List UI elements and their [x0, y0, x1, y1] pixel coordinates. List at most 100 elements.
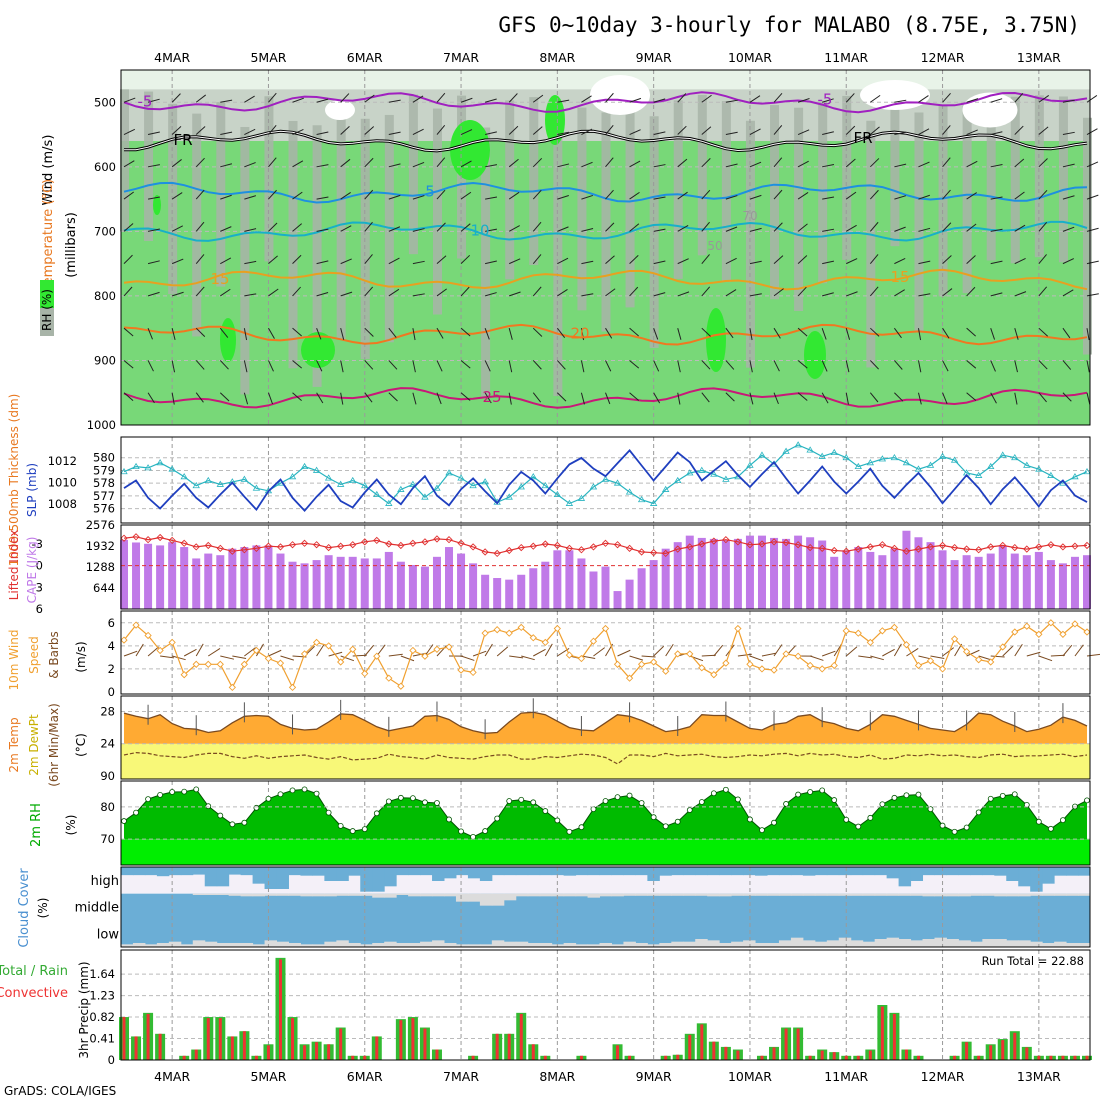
- cloud-low-bar: [216, 943, 230, 947]
- surface-wind-barb: [268, 649, 282, 657]
- wind-barb: [485, 260, 497, 265]
- cloud-high-bar: [970, 867, 983, 876]
- cloud-mid-bar: [503, 893, 517, 901]
- cloud-low-bar: [826, 940, 840, 947]
- cloud-mid-bar: [384, 893, 397, 898]
- cloud-low-bar: [1018, 940, 1031, 947]
- precip-convective-bar: [218, 1018, 222, 1060]
- cloud-high-bar: [216, 867, 230, 887]
- pressure-tick: 600: [94, 160, 116, 174]
- thickness-marker: [553, 490, 562, 498]
- wind-barb: [894, 195, 907, 200]
- thickness-marker: [529, 473, 537, 480]
- cape-bar: [360, 558, 369, 609]
- wind-barb: [485, 228, 498, 232]
- wind-speed-marker: [674, 650, 682, 658]
- cloud-high-bar: [144, 867, 158, 876]
- thickness-marker: [698, 466, 706, 473]
- cloud-high-bar: [611, 867, 624, 876]
- wind-speed-marker: [890, 623, 899, 632]
- thickness-marker: [1083, 467, 1091, 475]
- wind-tick: 0: [108, 685, 115, 699]
- surface-wind-barb: [207, 648, 221, 657]
- upper-grid: [121, 70, 1090, 425]
- wind-barb: [845, 158, 856, 168]
- wind-barb: [653, 360, 660, 372]
- pressure-tick: 900: [94, 353, 116, 367]
- cape-bar: [252, 545, 261, 609]
- cloud-low-bar: [886, 937, 900, 947]
- wind-barb: [316, 98, 329, 103]
- slp-tick: 1012: [48, 454, 77, 468]
- wind-speed-marker: [1023, 622, 1031, 630]
- wind-barb: [1038, 392, 1047, 403]
- rh2m-marker: [542, 808, 549, 814]
- wind-barb: [725, 99, 738, 103]
- lifted-index-marker: [698, 540, 706, 548]
- precip-convective-bar: [1037, 1055, 1041, 1060]
- wind-barb: [292, 223, 302, 232]
- cloud-high-bar: [503, 867, 517, 876]
- cape-bar: [733, 538, 742, 609]
- wind-barb: [677, 125, 687, 135]
- cape-bar: [1070, 556, 1079, 609]
- wind-barb: [990, 360, 996, 372]
- thickness-marker: [999, 451, 1007, 458]
- precip-convective-bar: [736, 1050, 740, 1060]
- wind-barb: [966, 98, 979, 103]
- cloud-low-bar: [276, 941, 289, 947]
- lifted-index-marker: [914, 545, 923, 553]
- cloud-mid-bar: [1054, 893, 1067, 896]
- wind-barb: [244, 228, 257, 232]
- rh-grey-column: [240, 126, 250, 395]
- lifted-index-marker: [878, 541, 886, 549]
- wind-barb: [942, 255, 952, 265]
- cloud-mid-bar: [408, 893, 421, 897]
- rh2m-marker: [145, 796, 151, 802]
- precip-convective-bar: [507, 1033, 511, 1060]
- rh2m-marker: [626, 792, 633, 799]
- wind-axis-unit: (m/s): [74, 641, 88, 672]
- wind-barb: [725, 131, 738, 136]
- wind-barb: [821, 392, 829, 404]
- wind-barb: [773, 288, 784, 297]
- wind-barb: [123, 223, 134, 232]
- wind-barb: [725, 226, 738, 232]
- precip-tick: 0.82: [89, 1010, 115, 1024]
- wind-speed-marker: [1071, 620, 1079, 628]
- precip-convective-bar: [351, 1055, 355, 1060]
- wind-speed-marker: [228, 683, 236, 692]
- cloud-low-bar: [910, 940, 924, 947]
- temperature-contour: [123, 268, 1088, 291]
- precip-convective-bar: [206, 1018, 210, 1060]
- wind-barb: [1038, 95, 1050, 103]
- wind-barb: [388, 257, 400, 265]
- wind-speed-marker: [637, 660, 646, 668]
- cloud-low-bar: [444, 943, 457, 947]
- date-label-top: 10MAR: [728, 50, 772, 65]
- wind-barb: [701, 126, 712, 135]
- rh-dry-pocket: [590, 75, 650, 115]
- wind-barb: [605, 288, 616, 297]
- lifted-index-marker: [192, 543, 200, 551]
- rh-dry-pocket: [860, 80, 930, 110]
- cape-bar: [264, 545, 273, 609]
- rh-grey-column: [481, 127, 491, 397]
- cape-bar: [228, 548, 237, 609]
- precip-tick: 0: [108, 1053, 115, 1067]
- surface-wind-barb: [713, 644, 724, 657]
- cape-bar: [469, 563, 478, 609]
- wind-barb: [749, 328, 753, 341]
- precip-convective-bar: [616, 1045, 620, 1060]
- cloud-high-bar: [659, 867, 672, 876]
- surface-wind-barb: [906, 648, 919, 657]
- lifted-index-marker: [144, 536, 152, 544]
- wind-barb: [412, 293, 425, 297]
- surface-wind-barb: [1002, 645, 1014, 657]
- thickness-marker: [288, 473, 297, 480]
- cape-bar: [408, 564, 417, 609]
- wind-barb: [629, 191, 640, 200]
- cloud-cover-panel: high middle low: [75, 866, 1091, 948]
- dewpoint-line: [123, 751, 1088, 765]
- cloud-mid-bar: [910, 893, 924, 896]
